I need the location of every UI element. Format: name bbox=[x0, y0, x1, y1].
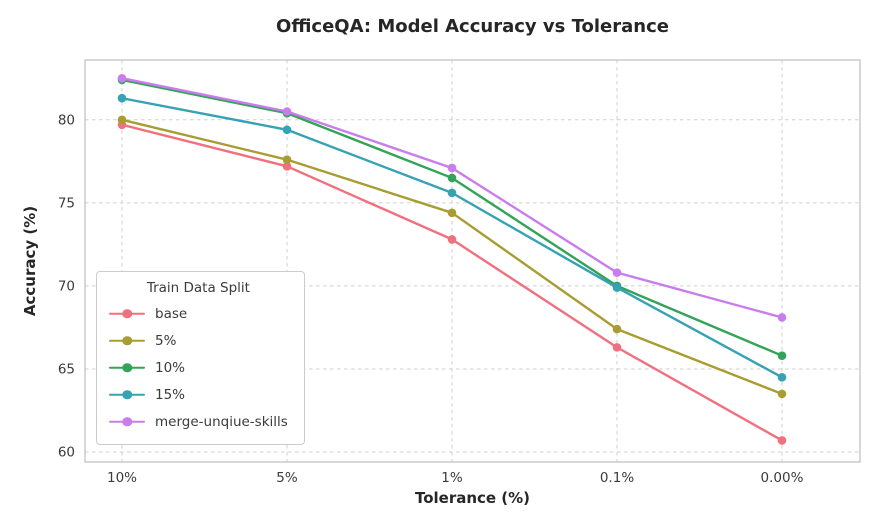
chart-title: OfficeQA: Model Accuracy vs Tolerance bbox=[276, 16, 669, 37]
x-tick-label: 10% bbox=[107, 470, 137, 486]
legend-label: 5% bbox=[155, 332, 177, 349]
legend-label: 15% bbox=[155, 386, 186, 403]
legend-marker-15% bbox=[109, 389, 145, 400]
series-marker-base bbox=[447, 235, 457, 244]
y-tick-label: 65 bbox=[58, 361, 75, 377]
legend-dot-swatch bbox=[122, 335, 132, 346]
series-marker-merge-unqiue-skills bbox=[777, 313, 787, 322]
series-marker-5% bbox=[777, 389, 787, 399]
x-tick-label: 5% bbox=[276, 470, 298, 486]
legend-marker-10% bbox=[109, 362, 145, 373]
legend-title: Train Data Split bbox=[146, 280, 250, 296]
y-tick-label: 75 bbox=[58, 195, 75, 211]
legend-marker-base bbox=[109, 308, 145, 319]
legend-label: merge-unqiue-skills bbox=[155, 413, 288, 430]
legend: Train Data Split base 5% 10% 15% merge-unqiu… bbox=[96, 271, 305, 445]
legend-item: merge-unqiue-skills bbox=[109, 408, 288, 435]
legend-dot-swatch bbox=[122, 389, 132, 400]
series-marker-15% bbox=[777, 372, 787, 382]
legend-label: base bbox=[155, 305, 188, 322]
series-marker-base bbox=[612, 343, 622, 352]
legend-marker-5% bbox=[109, 335, 145, 346]
axes-border bbox=[84, 59, 861, 463]
series-marker-15% bbox=[282, 125, 292, 135]
legend-item: 10% bbox=[109, 354, 288, 381]
x-axis-label: Tolerance (%) bbox=[414, 489, 531, 507]
legend-item: base bbox=[109, 300, 288, 327]
series-marker-merge-unqiue-skills bbox=[282, 107, 292, 116]
series-marker-merge-unqiue-skills bbox=[447, 163, 457, 173]
legend-dot-swatch bbox=[122, 362, 132, 373]
series-marker-5% bbox=[117, 115, 127, 125]
series-marker-5% bbox=[282, 155, 292, 164]
y-tick-label: 80 bbox=[58, 112, 75, 128]
legend-item: 5% bbox=[109, 327, 288, 354]
series-marker-15% bbox=[117, 93, 127, 103]
y-tick-label: 60 bbox=[58, 445, 75, 461]
legend-label: 10% bbox=[155, 359, 186, 376]
series-marker-base bbox=[777, 436, 787, 445]
legend-dot-swatch bbox=[122, 308, 132, 319]
series-marker-merge-unqiue-skills bbox=[612, 268, 622, 277]
x-tick-label: 0.00% bbox=[761, 470, 804, 486]
series-marker-5% bbox=[447, 208, 457, 218]
legend-item: 15% bbox=[109, 381, 288, 408]
y-axis-label: Accuracy (%) bbox=[21, 205, 39, 317]
y-tick-label: 70 bbox=[58, 278, 75, 294]
series-marker-base bbox=[282, 162, 292, 171]
legend-entries: base 5% 10% 15% merge-unqiue-skills bbox=[109, 300, 288, 435]
series-marker-15% bbox=[447, 188, 457, 198]
legend-marker-merge-unqiue-skills bbox=[109, 416, 145, 427]
series-marker-5% bbox=[612, 324, 622, 334]
series-marker-15% bbox=[612, 283, 622, 292]
series-marker-merge-unqiue-skills bbox=[117, 73, 127, 83]
series-marker-10% bbox=[777, 351, 787, 360]
series-marker-10% bbox=[447, 173, 457, 183]
legend-dot-swatch bbox=[122, 416, 132, 427]
x-tick-label: 1% bbox=[441, 470, 463, 486]
x-tick-label: 0.1% bbox=[600, 470, 634, 486]
